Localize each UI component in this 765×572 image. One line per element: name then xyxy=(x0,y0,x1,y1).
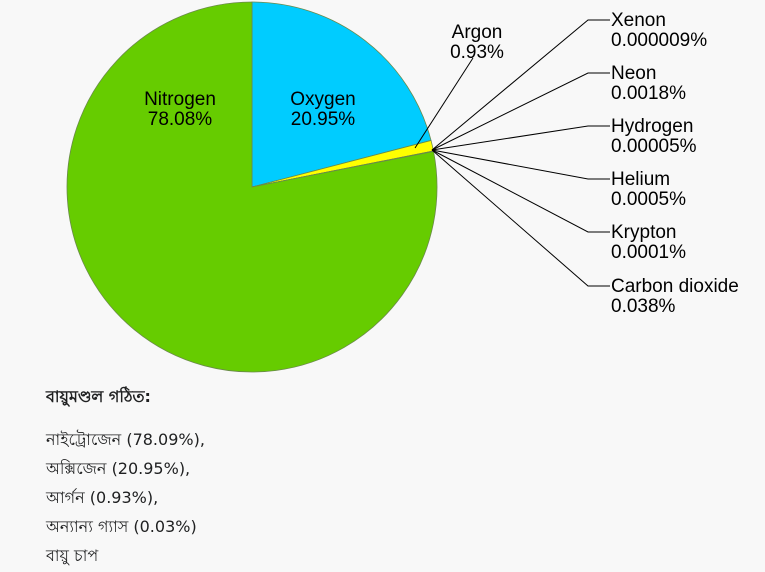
leader-line-carbon-dioxide xyxy=(431,149,610,287)
slice-label-argon: Argon 0.93% xyxy=(450,22,504,63)
caption-item-air-pressure: বায়ু চাপ xyxy=(46,546,99,565)
leader-line-helium xyxy=(431,149,610,180)
leader-line-argon xyxy=(414,57,474,149)
slice-label-hydrogen: Hydrogen 0.00005% xyxy=(611,116,697,157)
slice-label-krypton: Krypton 0.0001% xyxy=(611,222,686,263)
caption-heading: বায়ুমণ্ডল গঠিত: xyxy=(46,387,151,406)
caption-item-argon: আর্গন (0.93%), xyxy=(46,488,159,507)
leader-line-xenon xyxy=(431,19,610,151)
pie-chart: Nitrogen 78.08% Oxygen 20.95% Argon 0.93% Xeno… xyxy=(66,1,739,373)
pie-slice-oxygen xyxy=(251,1,432,188)
caption-item-nitrogen: নাইট্রোজেন (78.09%), xyxy=(46,430,205,449)
leader-line-neon xyxy=(431,72,610,151)
slice-label-nitrogen: Nitrogen 78.08% xyxy=(144,89,216,130)
leader-line-krypton xyxy=(431,149,610,233)
leader-line-hydrogen xyxy=(431,125,610,151)
slice-label-carbon-dioxide: Carbon dioxide 0.038% xyxy=(611,276,739,317)
caption-item-other-gases: অন্যান্য গ্যাস (0.03%) xyxy=(46,517,197,536)
composition-caption: বায়ুমণ্ডল গঠিত: নাইট্রোজেন (78.09%), অক… xyxy=(46,383,205,570)
slice-label-helium: Helium 0.0005% xyxy=(611,169,686,210)
caption-item-oxygen: অক্সিজেন (20.95%), xyxy=(46,459,191,478)
slice-label-xenon: Xenon 0.000009% xyxy=(611,10,707,51)
slice-label-oxygen: Oxygen 20.95% xyxy=(290,89,355,130)
pie-slice-nitrogen xyxy=(66,1,438,373)
slice-label-neon: Neon 0.0018% xyxy=(611,63,686,104)
